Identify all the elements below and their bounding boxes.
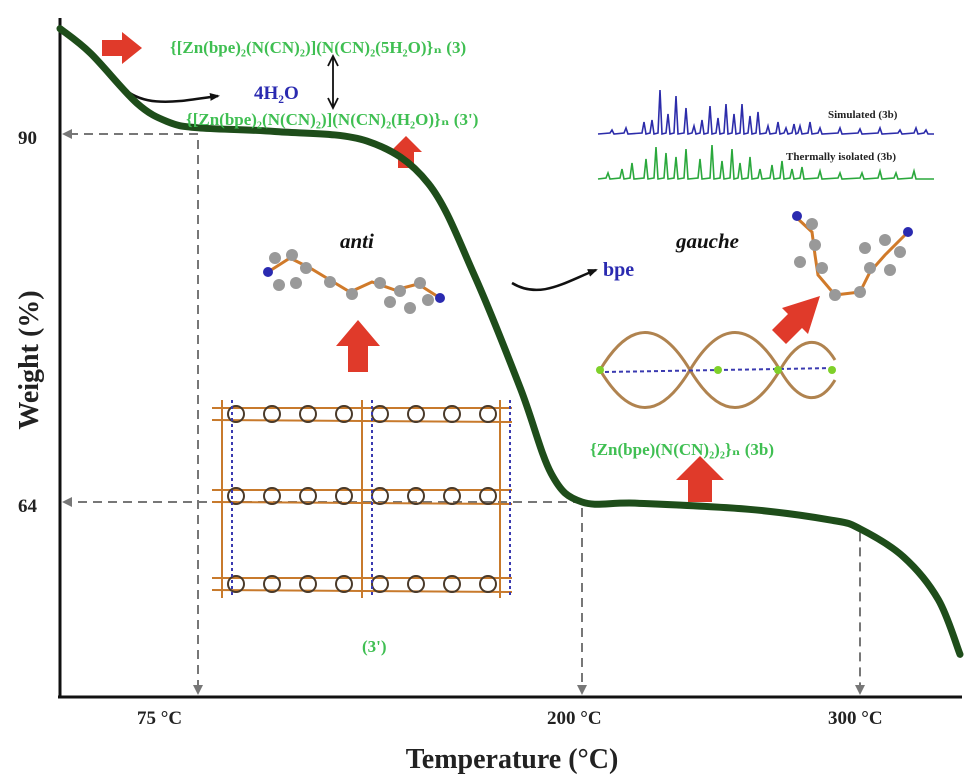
x-tick-75: 75 °C <box>137 708 182 729</box>
red-arrow-up-3prime <box>390 136 422 168</box>
formula-3: {[Zn(bpe)₂(N(CN)₂)](N(CN)₂(5H₂O)}ₙ (3) <box>170 38 466 57</box>
pxrd-isolated-trace <box>597 144 934 181</box>
gauche-label: gauche <box>675 229 739 253</box>
red-arrow-diag-gauche <box>772 296 820 344</box>
y-tick-90: 90 <box>18 128 37 149</box>
anti-bpe-molecule <box>263 249 445 314</box>
double-arrow-water <box>327 53 339 111</box>
y-axis-title: Weight (%) <box>14 290 45 429</box>
red-arrow-up-3b <box>676 456 724 502</box>
gauche-bpe-molecule <box>792 211 913 301</box>
water-loss-label: 4H₂O <box>254 83 299 104</box>
gauche-chain-structure <box>596 331 837 409</box>
formula-3b: {Zn(bpe)(N(CN)₂)₂}ₙ (3b) <box>590 440 774 459</box>
y-tick-64: 64 <box>18 496 38 517</box>
x-axis-title: Temperature (°C) <box>406 744 619 775</box>
x-tick-200: 200 °C <box>547 708 602 729</box>
mof-3prime-framework <box>211 400 513 598</box>
red-arrow-up-anti <box>336 320 380 372</box>
anti-label: anti <box>340 229 374 253</box>
bpe-label: bpe <box>603 259 634 281</box>
pxrd-isolated-label: Thermally isolated (3b) <box>786 151 896 163</box>
arrow-to-bpe <box>511 268 598 292</box>
tga-weight-curve <box>56 25 964 658</box>
reference-lines <box>62 129 865 695</box>
pxrd-simulated-label: Simulated (3b) <box>828 109 898 121</box>
pxrd-simulated-trace <box>597 89 934 136</box>
axes <box>58 18 962 699</box>
label-3prime-framework: (3') <box>362 637 387 656</box>
formula-3prime: {[Zn(bpe)₂(N(CN)₂)](N(CN)₂(H₂O)}ₙ (3') <box>186 110 478 129</box>
pxrd-patterns <box>597 89 934 181</box>
x-tick-300: 300 °C <box>828 708 883 729</box>
red-arrows <box>102 32 820 502</box>
red-arrow-right <box>102 32 142 64</box>
